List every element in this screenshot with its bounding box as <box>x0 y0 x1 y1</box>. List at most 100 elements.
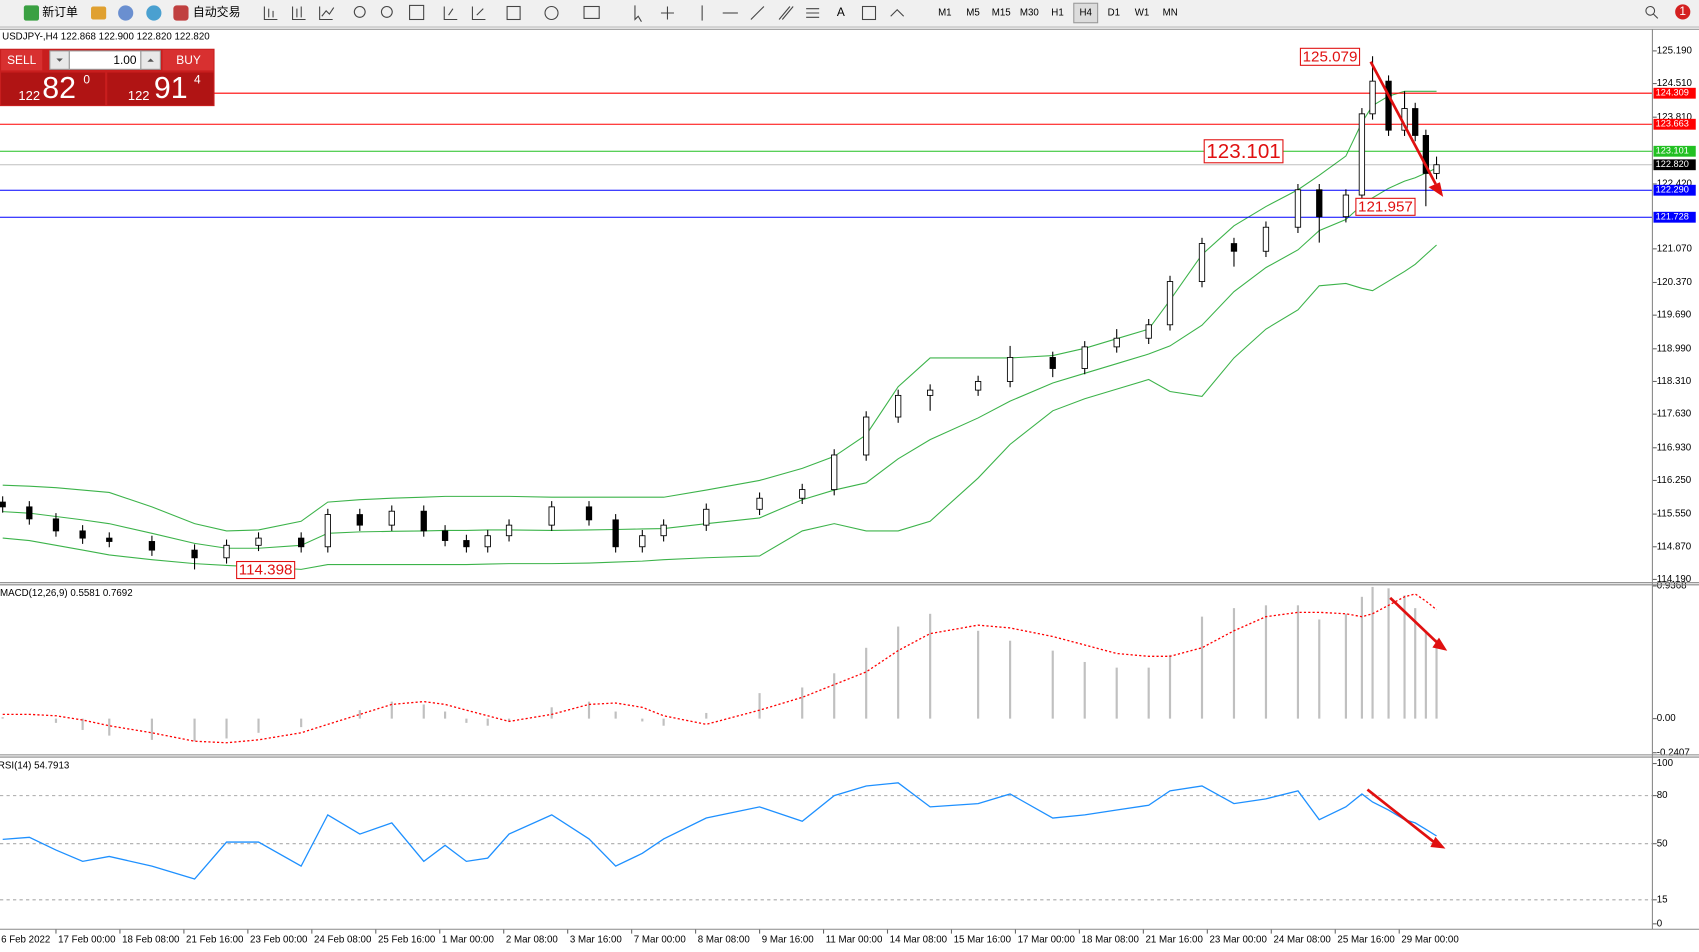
candle-body <box>106 537 113 542</box>
macd-bar <box>1200 616 1204 719</box>
search-icon[interactable] <box>1653 13 1659 19</box>
arrow-icon[interactable] <box>890 8 905 17</box>
template-icon[interactable] <box>583 5 600 19</box>
candle-body <box>388 510 395 526</box>
macd-bar <box>1009 640 1012 719</box>
y-tick-label: 114.870 <box>1657 541 1692 552</box>
annotation: 121.957 <box>1355 197 1416 216</box>
macd-bar <box>1424 630 1427 719</box>
candle-body <box>1433 164 1440 174</box>
candle-body <box>1262 226 1270 252</box>
period-icon[interactable] <box>544 5 559 21</box>
icon[interactable] <box>91 6 107 20</box>
auto-trade-button[interactable]: 自动交易 <box>193 5 241 19</box>
scroll-icon[interactable] <box>443 6 458 21</box>
bar-chart-icon[interactable] <box>263 6 278 21</box>
candle-body <box>1230 243 1238 252</box>
candle-body <box>26 506 33 520</box>
ask-pips[interactable]: 91 <box>154 72 188 105</box>
bid-pips[interactable]: 82 <box>42 72 76 105</box>
candle-body <box>1385 80 1392 131</box>
candle-body <box>1342 194 1350 218</box>
tile-icon[interactable] <box>409 4 425 21</box>
zoom-in-icon[interactable] <box>353 5 366 18</box>
candle-body <box>612 519 619 548</box>
trendline-icon[interactable] <box>750 6 765 20</box>
x-tick-label: 1 Mar 00:00 <box>442 935 495 946</box>
zoom-out-icon[interactable] <box>380 5 393 18</box>
ask-big[interactable]: 122 <box>128 88 150 103</box>
macd-bar <box>865 647 868 719</box>
auto-trade-icon[interactable] <box>173 5 189 21</box>
indicator-icon[interactable] <box>506 5 521 21</box>
label-icon[interactable] <box>861 5 877 21</box>
y-tick-label: 117.630 <box>1657 409 1692 420</box>
arrow-head <box>1428 182 1444 197</box>
up-arrow <box>147 58 154 62</box>
macd-bar <box>225 718 228 739</box>
shift-icon[interactable] <box>471 6 486 21</box>
timeframe-button[interactable]: M1 <box>938 8 952 19</box>
candle-body <box>52 518 60 532</box>
macd-bar <box>108 718 111 736</box>
timeframe-button[interactable]: H1 <box>1051 8 1063 19</box>
arrow-line <box>1389 596 1439 645</box>
timeframe-button[interactable]: M15 <box>992 8 1011 19</box>
lot-value[interactable]: 1.00 <box>113 53 137 67</box>
macd-bar <box>1051 650 1054 719</box>
timeframe-button[interactable]: H4 <box>1079 8 1092 19</box>
macd-bar <box>1360 596 1363 719</box>
search-icon[interactable] <box>1645 5 1656 16</box>
macd-bar <box>193 718 196 742</box>
macd-bar <box>614 711 617 719</box>
macd-bar <box>486 718 489 726</box>
price-level-box <box>1653 145 1696 157</box>
candle-icon[interactable] <box>292 6 306 21</box>
icon[interactable] <box>118 5 134 21</box>
sell-label[interactable]: SELL <box>7 53 37 67</box>
y-tick-label: 123.810 <box>1657 112 1693 123</box>
candle-body <box>1412 108 1419 136</box>
timeframe-button[interactable]: M30 <box>1020 8 1040 19</box>
y-tick-label: 0 <box>1657 918 1663 929</box>
x-tick-label: 23 Mar 00:00 <box>1209 935 1267 946</box>
arrow-head <box>1430 836 1446 849</box>
ask-box[interactable] <box>107 72 214 106</box>
buy-label[interactable]: BUY <box>176 53 201 67</box>
sell-button[interactable] <box>1 49 43 71</box>
macd-bar <box>358 710 361 719</box>
active-timeframe[interactable] <box>1073 2 1099 24</box>
macd-bar <box>929 613 932 719</box>
y-tick-label: 124.510 <box>1657 78 1693 89</box>
cursor-icon[interactable] <box>634 5 642 22</box>
macd-bar <box>1 717 4 719</box>
channel-icon[interactable] <box>778 6 794 20</box>
timeframe-button[interactable]: D1 <box>1108 8 1120 19</box>
fibo-icon[interactable] <box>806 8 820 18</box>
macd-bar <box>1083 661 1086 719</box>
candle-body <box>639 535 646 548</box>
new-order-button[interactable]: 新订单 <box>42 5 78 19</box>
icon[interactable] <box>146 5 162 21</box>
timeframe-button[interactable]: MN <box>1163 8 1178 19</box>
text-tool[interactable]: A <box>837 5 845 19</box>
candle-body <box>223 544 230 559</box>
bid-point[interactable]: 0 <box>83 72 90 86</box>
arrow-head <box>1432 637 1448 651</box>
notification-count[interactable]: 1 <box>1679 4 1686 18</box>
ask-point[interactable]: 4 <box>194 72 201 86</box>
line-icon[interactable] <box>319 6 335 21</box>
arrow-line <box>1369 61 1437 185</box>
buy-button[interactable] <box>162 49 214 71</box>
y-tick-label: 50 <box>1657 838 1668 849</box>
x-tick-label: 6 Feb 2022 <box>1 935 50 946</box>
bid-box[interactable] <box>1 72 106 106</box>
y-tick-label: 116.250 <box>1657 475 1692 486</box>
bid-big[interactable]: 122 <box>18 88 40 103</box>
timeframe-button[interactable]: M5 <box>966 8 980 19</box>
new-order-icon[interactable] <box>23 5 40 21</box>
notification-badge[interactable] <box>1675 4 1691 20</box>
timeframe-button[interactable]: W1 <box>1135 8 1150 19</box>
macd-bar <box>662 718 665 726</box>
crosshair-icon[interactable] <box>660 6 674 20</box>
